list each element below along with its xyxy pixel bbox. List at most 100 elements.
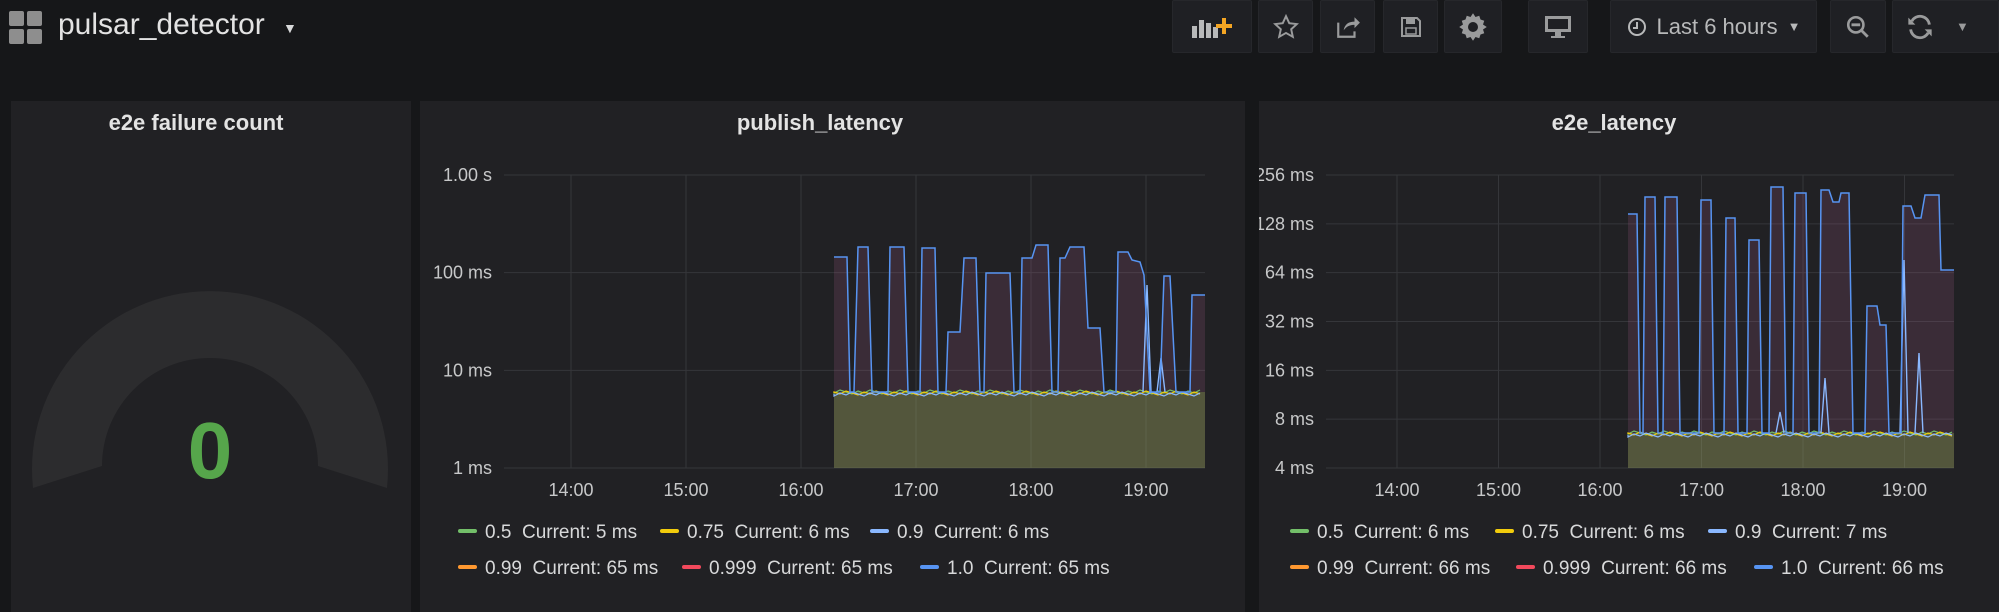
settings-button[interactable] — [1444, 0, 1502, 53]
legend-swatch — [870, 528, 889, 533]
y-tick-label: 64 ms — [1265, 263, 1314, 283]
x-tick-label: 19:00 — [1882, 480, 1927, 500]
y-tick-label: 10 ms — [443, 360, 492, 380]
publish-latency-graph[interactable]: 1.00 s 100 ms 10 ms 1 ms 14:00 15:00 16:00 17:0… — [420, 150, 1245, 510]
y-tick-label: 128 ms — [1259, 214, 1314, 234]
legend-current-value: Current: 6 ms — [1353, 522, 1470, 543]
legend-item[interactable]: 0.9 Current: 6 ms — [870, 522, 1049, 544]
legend-swatch — [1290, 564, 1309, 569]
y-tick-label: 100 ms — [433, 263, 492, 283]
series-line-low — [833, 391, 1201, 397]
legend-current-value: Current: 6 ms — [1569, 522, 1685, 543]
clock-icon — [1627, 17, 1646, 36]
x-tick-label: 19:00 — [1123, 480, 1168, 500]
x-tick-label: 14:00 — [1374, 480, 1419, 500]
y-tick-label: 8 ms — [1275, 409, 1314, 429]
legend-item[interactable]: 0.99 Current: 65 ms — [458, 558, 658, 580]
legend-item[interactable]: 0.99 Current: 66 ms — [1290, 558, 1490, 580]
series-0.9-spike — [1142, 284, 1152, 393]
series-1.0-area — [1628, 187, 1954, 468]
share-icon — [1336, 16, 1360, 38]
legend-swatch — [458, 564, 477, 569]
y-tick-label: 32 ms — [1265, 312, 1314, 332]
share-button[interactable] — [1320, 0, 1375, 53]
time-range-label: Last 6 hours — [1656, 13, 1778, 39]
legend-item[interactable]: 1.0 Current: 66 ms — [1754, 558, 1944, 580]
legend-series-name: 1.0 — [1781, 558, 1818, 579]
y-tick-label: 1 ms — [453, 458, 492, 478]
x-tick-label: 18:00 — [1780, 480, 1825, 500]
legend-series-name: 1.0 — [947, 558, 984, 579]
legend-item[interactable]: 0.999 Current: 66 ms — [1516, 558, 1727, 580]
x-tick-label: 16:00 — [1577, 480, 1622, 500]
legend-swatch — [458, 528, 477, 533]
legend-swatch — [920, 564, 939, 569]
save-icon — [1400, 16, 1421, 37]
series-1.0-area — [834, 245, 1205, 468]
legend-series-name: 0.75 — [1522, 522, 1570, 543]
e2e-latency-graph[interactable]: 256 ms 128 ms 64 ms 32 ms 16 ms 8 ms 4 ms 14:00… — [1259, 150, 1999, 510]
gear-icon — [1459, 12, 1487, 41]
series-0.9-spike — [1775, 411, 1785, 434]
add-panel-icon — [1192, 17, 1232, 38]
legend-swatch — [660, 528, 679, 533]
monitor-icon — [1545, 15, 1571, 38]
legend-item[interactable]: 0.75 Current: 6 ms — [1495, 522, 1685, 544]
panel-publish-latency — [420, 101, 1245, 612]
legend-item[interactable]: 0.75 Current: 6 ms — [660, 522, 850, 544]
tv-mode-button[interactable] — [1528, 0, 1588, 53]
series-0.5-area — [834, 392, 1205, 468]
x-tick-label: 17:00 — [893, 480, 938, 500]
dashboard-navbar: pulsar_detector ▼ — [0, 0, 1999, 58]
series-0.999-area — [1628, 187, 1954, 468]
panel-title: e2e_latency — [1551, 110, 1677, 135]
time-picker-button[interactable]: Last 6 hours ▼ — [1610, 0, 1817, 53]
legend-series-name: 0.99 — [1317, 558, 1365, 579]
x-tick-label: 18:00 — [1008, 480, 1053, 500]
chevron-down-icon[interactable]: ▼ — [1956, 19, 1969, 34]
legend-series-name: 0.999 — [709, 558, 768, 579]
star-button[interactable] — [1258, 0, 1313, 53]
legend-item[interactable]: 1.0 Current: 65 ms — [920, 558, 1110, 580]
x-tick-label: 16:00 — [778, 480, 823, 500]
series-line-low — [833, 389, 1201, 395]
gauge-value: 0 — [187, 406, 233, 495]
gauge-track — [32, 291, 388, 488]
y-tick-label: 4 ms — [1275, 458, 1314, 478]
zoom-out-button[interactable] — [1830, 0, 1886, 53]
legend-series-name: 0.9 — [897, 522, 934, 543]
legend-swatch — [1290, 528, 1309, 533]
series-0.75-area — [834, 392, 1205, 468]
panel-title: publish_latency — [736, 110, 904, 135]
save-button[interactable] — [1383, 0, 1438, 53]
dashboard-grid-icon[interactable] — [9, 11, 43, 45]
legend-current-value: Current: 66 ms — [1601, 558, 1727, 579]
series-line-low — [1627, 432, 1953, 438]
chevron-down-icon: ▼ — [1787, 19, 1801, 34]
series-1.0-line — [1628, 186, 1954, 434]
legend-item[interactable]: 0.5 Current: 6 ms — [1290, 522, 1469, 544]
dashboard-title[interactable]: pulsar_detector — [58, 8, 265, 41]
series-0.999-area — [834, 245, 1205, 468]
x-tick-label: 14:00 — [548, 480, 593, 500]
legend-series-name: 0.99 — [485, 558, 533, 579]
panel-title: e2e failure count — [108, 110, 284, 135]
series-0.5-area — [1628, 433, 1954, 468]
series-0.9-spike — [1914, 352, 1924, 434]
chevron-down-icon[interactable]: ▼ — [283, 20, 297, 36]
add-panel-button[interactable] — [1172, 0, 1252, 53]
legend-current-value: Current: 6 ms — [734, 522, 850, 543]
legend-current-value: Current: 66 ms — [1364, 558, 1491, 579]
legend-item[interactable]: 0.9 Current: 7 ms — [1708, 522, 1887, 544]
legend-current-value: Current: 6 ms — [933, 522, 1050, 543]
legend-swatch — [1495, 528, 1514, 533]
legend-current-value: Current: 66 ms — [1817, 558, 1944, 579]
zoom-out-icon — [1846, 15, 1869, 38]
series-0.75-area — [1628, 433, 1954, 468]
legend-swatch — [1754, 564, 1773, 569]
y-tick-label: 256 ms — [1259, 165, 1314, 185]
refresh-button[interactable]: ▼ — [1892, 0, 1999, 53]
legend-current-value: Current: 5 ms — [521, 522, 638, 543]
legend-item[interactable]: 0.999 Current: 65 ms — [682, 558, 893, 580]
legend-item[interactable]: 0.5 Current: 5 ms — [458, 522, 637, 544]
